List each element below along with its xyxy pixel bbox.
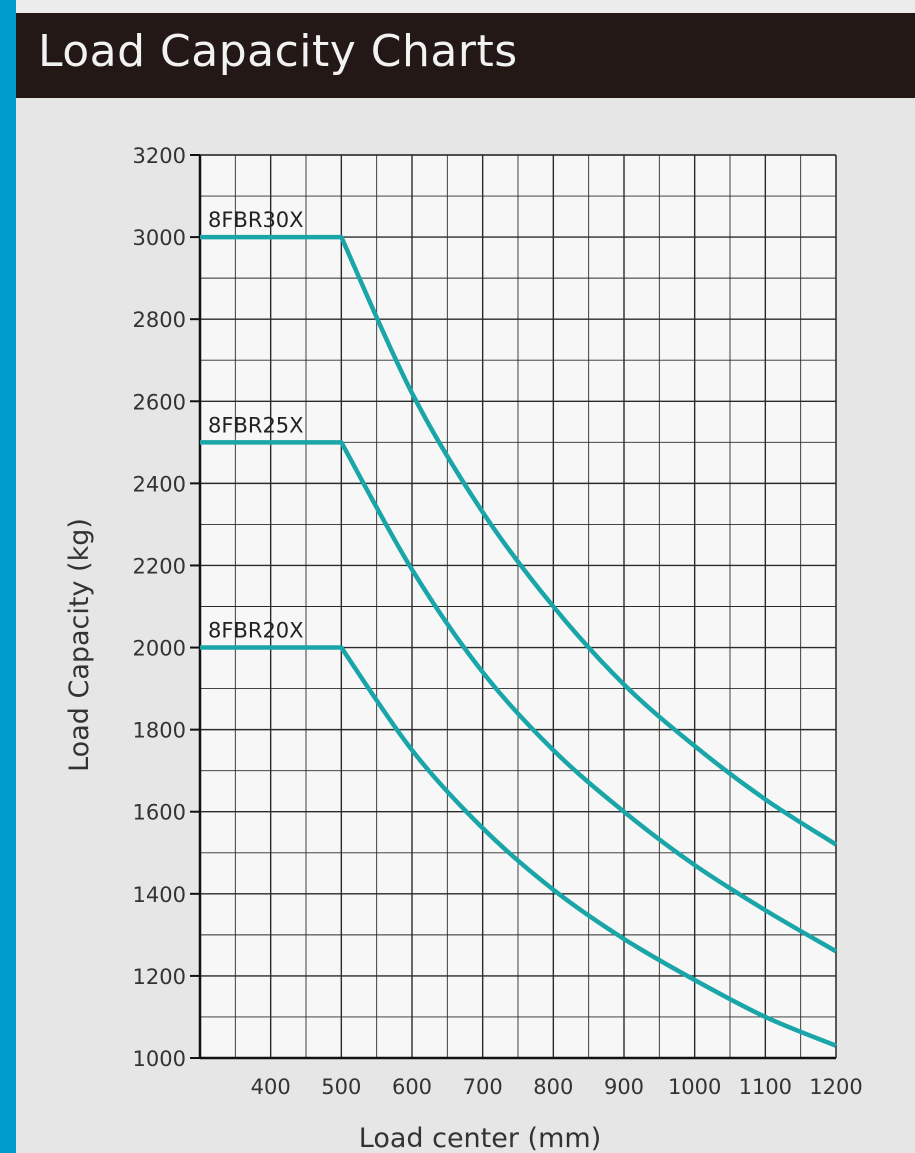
series-label-8fbr30x: 8FBR30X <box>208 208 304 232</box>
y-axis-title: Load Capacity (kg) <box>64 518 95 772</box>
series-label-8fbr20x: 8FBR20X <box>208 619 304 643</box>
x-tick-label: 1100 <box>739 1075 792 1099</box>
axes <box>198 154 837 1060</box>
series-line-8fbr25x <box>200 440 838 954</box>
left-accent-stripe <box>0 0 16 1153</box>
y-tick-label: 1000 <box>133 1047 186 1071</box>
series-lines <box>200 234 838 1048</box>
x-tick-label: 500 <box>321 1075 361 1099</box>
x-tick-label: 400 <box>251 1075 291 1099</box>
series-line-8fbr20x <box>200 645 837 1048</box>
x-axis-title: Load center (mm) <box>359 1123 601 1153</box>
y-tick-label: 1200 <box>133 965 186 989</box>
top-strip <box>16 0 915 13</box>
x-tick-label: 700 <box>463 1075 503 1099</box>
x-tick-labels: 400 500 600 700 800 900 1000 1100 1200 <box>251 1075 863 1099</box>
series-label-8fbr25x: 8FBR25X <box>208 413 304 437</box>
y-tick-label: 1400 <box>133 883 186 907</box>
x-tick-label: 900 <box>604 1075 644 1099</box>
y-tick-label: 1800 <box>133 719 186 743</box>
x-tick-label: 600 <box>392 1075 432 1099</box>
y-tick-labels: 1000 1200 1400 1600 1800 2000 2200 2400 2600 2800… <box>133 144 200 1071</box>
x-tick-label: 1000 <box>668 1075 721 1099</box>
y-tick-label: 2600 <box>133 390 186 414</box>
header-bar <box>16 13 915 98</box>
x-tick-label: 800 <box>533 1075 573 1099</box>
y-tick-label: 2000 <box>133 637 186 661</box>
y-tick-label: 1600 <box>133 801 186 825</box>
y-tick-label: 2200 <box>133 554 186 578</box>
series-labels: 8FBR30X 8FBR25X 8FBR20X <box>208 208 304 642</box>
y-tick-label: 2800 <box>133 308 186 332</box>
series-line-8fbr30x <box>200 234 838 847</box>
y-tick-label: 2400 <box>133 472 186 496</box>
x-tick-label: 1200 <box>809 1075 862 1099</box>
y-tick-label: 3200 <box>133 144 186 168</box>
y-tick-label: 3000 <box>133 226 186 250</box>
page-title: Load Capacity Charts <box>38 26 518 77</box>
